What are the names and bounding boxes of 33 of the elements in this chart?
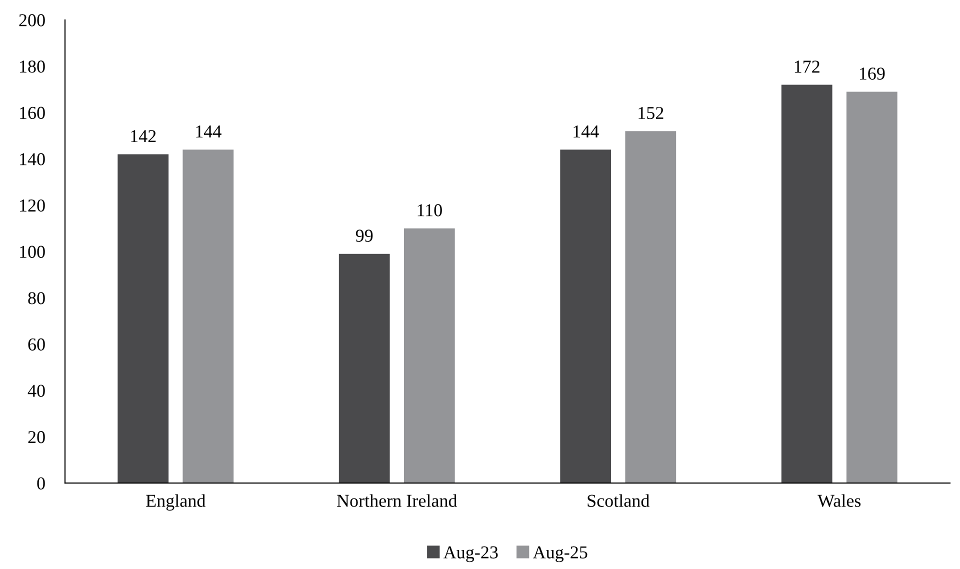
- y-tick-label: 80: [28, 292, 45, 304]
- data-label: 152: [638, 106, 664, 120]
- data-label: 144: [574, 126, 599, 138]
- x-tick-label: Northern Ireland: [336, 494, 458, 507]
- bar: [404, 228, 455, 484]
- data-label: 172: [794, 60, 820, 73]
- legend-label: Aug-25: [532, 546, 588, 562]
- data-label: 142: [131, 130, 156, 142]
- legend-label: Aug-23: [443, 546, 498, 562]
- bar: [560, 150, 612, 484]
- y-tick-label: 180: [20, 60, 45, 73]
- y-tick-label: 140: [20, 153, 45, 166]
- y-tick-label: 0: [37, 477, 45, 490]
- bar: [625, 131, 676, 484]
- y-tick-label: 200: [19, 14, 45, 26]
- bar: [846, 92, 898, 484]
- bar: [118, 154, 169, 484]
- x-tick-label: Wales: [818, 494, 861, 507]
- y-tick-label: 40: [28, 384, 45, 397]
- data-label: 99: [356, 230, 373, 242]
- data-label: 169: [860, 68, 885, 80]
- bar: [338, 254, 390, 484]
- y-tick-label: 160: [20, 106, 45, 119]
- y-tick-label: 20: [28, 431, 45, 444]
- bar: [182, 150, 234, 484]
- bar: [781, 84, 832, 484]
- y-tick-label: 60: [28, 338, 45, 351]
- data-label: 144: [196, 126, 222, 138]
- data-label: 110: [418, 204, 442, 216]
- x-tick-label: England: [146, 494, 206, 511]
- y-tick-label: 120: [20, 199, 45, 212]
- x-tick-label: Scotland: [588, 494, 650, 507]
- y-tick-label: 100: [20, 246, 45, 258]
